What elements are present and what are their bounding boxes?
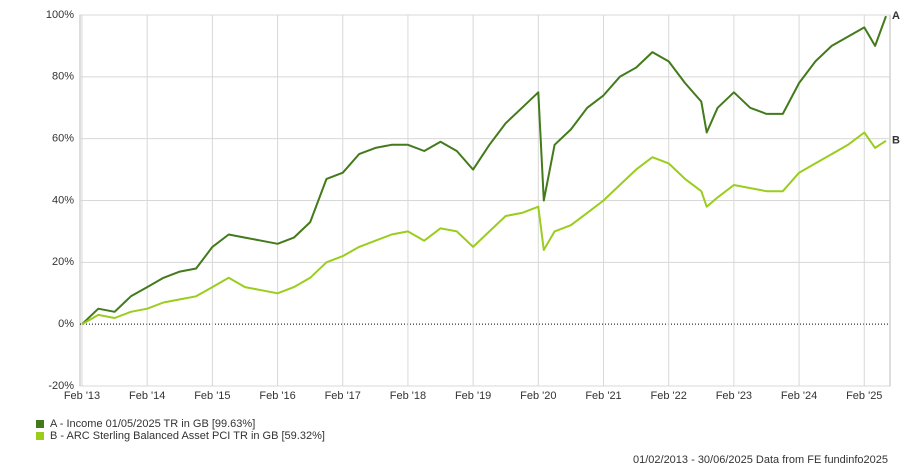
- x-tick-label: Feb '14: [129, 390, 165, 402]
- y-tick-label: -20%: [48, 380, 74, 392]
- x-tick-label: Feb '13: [64, 390, 100, 402]
- x-tick-label: Feb '19: [455, 390, 491, 402]
- legend-label: B - ARC Sterling Balanced Asset PCI TR i…: [50, 430, 325, 442]
- y-tick-label: 0%: [58, 318, 74, 330]
- x-tick-label: Feb '18: [390, 390, 426, 402]
- legend-swatch: [36, 420, 44, 428]
- x-tick-label: Feb '21: [585, 390, 621, 402]
- legend-swatch: [36, 432, 44, 440]
- y-tick-label: 40%: [52, 194, 74, 206]
- x-tick-label: Feb '25: [846, 390, 882, 402]
- x-tick-label: Feb '23: [716, 390, 752, 402]
- x-tick-label: Feb '16: [259, 390, 295, 402]
- end-label: B: [892, 135, 900, 147]
- legend-label: A - Income 01/05/2025 TR in GB [99.63%]: [50, 418, 255, 430]
- x-tick-label: Feb '17: [325, 390, 361, 402]
- y-tick-label: 80%: [52, 71, 74, 83]
- x-tick-label: Feb '20: [520, 390, 556, 402]
- series-line: [81, 131, 887, 326]
- series-line: [81, 15, 887, 325]
- x-tick-label: Feb '24: [781, 390, 817, 402]
- y-tick-label: 100%: [46, 9, 74, 21]
- y-tick-label: 20%: [52, 256, 74, 268]
- footer: 01/02/2013 - 30/06/2025 Data from FE fun…: [633, 454, 888, 466]
- end-label: A: [892, 10, 900, 22]
- x-tick-label: Feb '15: [194, 390, 230, 402]
- x-tick-label: Feb '22: [651, 390, 687, 402]
- y-tick-label: 60%: [52, 133, 74, 145]
